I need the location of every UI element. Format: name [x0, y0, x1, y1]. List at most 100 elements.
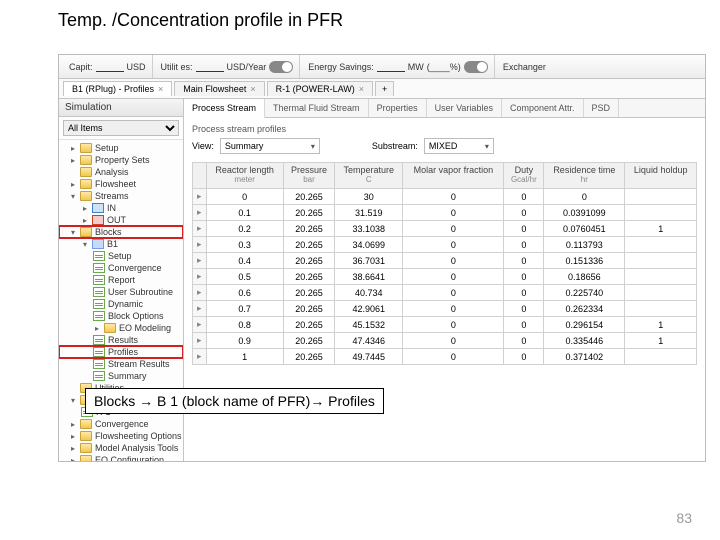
tree-summary[interactable]: Summary	[59, 370, 183, 382]
exchangers-label: Exchanger	[503, 62, 546, 72]
table-cell: 0.4	[206, 253, 283, 269]
tree-streamres[interactable]: Stream Results	[59, 358, 183, 370]
table-cell: 1	[625, 221, 697, 237]
table-cell: 0	[403, 317, 504, 333]
tree-b1-setup[interactable]: Setup	[59, 250, 183, 262]
row-handle[interactable]: ▸	[193, 317, 207, 333]
table-cell: 0.335446	[544, 333, 625, 349]
table-cell: 34.0699	[335, 237, 403, 253]
tree-propsets[interactable]: ▸Property Sets	[59, 154, 183, 166]
table-row: ▸0.820.26545.1532000.2961541	[193, 317, 697, 333]
table-cell: 0	[403, 237, 504, 253]
tab-r1-label: R-1 (POWER-LAW)	[276, 84, 355, 94]
subtab-process-stream[interactable]: Process Stream	[184, 99, 265, 118]
tree-usersub[interactable]: User Subroutine	[59, 286, 183, 298]
close-icon[interactable]: ×	[158, 84, 163, 94]
col-header: TemperatureC	[335, 163, 403, 189]
tree-out[interactable]: ▸OUT	[59, 214, 183, 226]
row-handle[interactable]: ▸	[193, 285, 207, 301]
table-cell: 0	[403, 189, 504, 205]
tree-setup[interactable]: ▸Setup	[59, 142, 183, 154]
table-cell: 33.1038	[335, 221, 403, 237]
table-cell	[625, 253, 697, 269]
table-cell	[625, 237, 697, 253]
table-cell: 40.734	[335, 285, 403, 301]
util-value	[196, 62, 224, 72]
view-dropdown[interactable]: Summary ▾	[220, 138, 320, 154]
row-handle[interactable]: ▸	[193, 189, 207, 205]
row-handle[interactable]: ▸	[193, 205, 207, 221]
tree-conv2[interactable]: ▸Convergence	[59, 418, 183, 430]
tree-b1[interactable]: ▾B1	[59, 238, 183, 250]
table-row: ▸0.220.26533.1038000.07604511	[193, 221, 697, 237]
table-cell: 1	[625, 333, 697, 349]
tab-profiles[interactable]: B1 (RPlug) - Profiles ×	[63, 81, 172, 96]
col-header: Pressurebar	[283, 163, 334, 189]
table-cell: 0	[403, 253, 504, 269]
table-cell: 0.0391099	[544, 205, 625, 221]
col-header: Liquid holdup	[625, 163, 697, 189]
table-cell: 38.6641	[335, 269, 403, 285]
tab-add[interactable]: +	[375, 81, 394, 96]
table-cell: 0	[504, 253, 544, 269]
table-cell: 0	[504, 189, 544, 205]
tree-results[interactable]: Results	[59, 334, 183, 346]
tree-analysis[interactable]: Analysis	[59, 166, 183, 178]
table-cell: 45.1532	[335, 317, 403, 333]
subtab-properties[interactable]: Properties	[369, 99, 427, 117]
table-cell: 0	[544, 189, 625, 205]
row-handle[interactable]: ▸	[193, 333, 207, 349]
tree-flowsheet[interactable]: ▸Flowsheet	[59, 178, 183, 190]
tree-dynamic[interactable]: Dynamic	[59, 298, 183, 310]
substream-dropdown[interactable]: MIXED ▾	[424, 138, 494, 154]
subtab-uservars[interactable]: User Variables	[427, 99, 502, 117]
table-row: ▸0.420.26536.7031000.151336	[193, 253, 697, 269]
row-handle[interactable]: ▸	[193, 253, 207, 269]
table-cell: 0	[403, 301, 504, 317]
tree-profiles[interactable]: Profiles	[59, 346, 183, 358]
table-cell: 20.265	[283, 253, 334, 269]
table-row: ▸0.120.26531.519000.0391099	[193, 205, 697, 221]
tree-report[interactable]: Report	[59, 274, 183, 286]
tree-in[interactable]: ▸IN	[59, 202, 183, 214]
close-icon[interactable]: ×	[359, 84, 364, 94]
subtab-thermal[interactable]: Thermal Fluid Stream	[265, 99, 369, 117]
util-toggle[interactable]	[269, 61, 293, 73]
tree-fso[interactable]: ▸Flowsheeting Options	[59, 430, 183, 442]
page-number: 83	[676, 510, 692, 526]
row-handle[interactable]: ▸	[193, 237, 207, 253]
table-cell: 49.7445	[335, 349, 403, 365]
tree-convergence[interactable]: Convergence	[59, 262, 183, 274]
tree-blockopt[interactable]: Block Options	[59, 310, 183, 322]
table-cell: 20.265	[283, 333, 334, 349]
row-handle[interactable]: ▸	[193, 349, 207, 365]
subtabs: Process Stream Thermal Fluid Stream Prop…	[184, 99, 705, 118]
slide-title: Temp. /Concentration profile in PFR	[58, 10, 343, 31]
table-cell: 0	[504, 285, 544, 301]
row-handle[interactable]: ▸	[193, 221, 207, 237]
table-row: ▸0.720.26542.9061000.262334	[193, 301, 697, 317]
table-row: ▸0.920.26547.4346000.3354461	[193, 333, 697, 349]
tab-r1[interactable]: R-1 (POWER-LAW) ×	[267, 81, 373, 96]
table-cell: 0	[504, 301, 544, 317]
tree-blocks[interactable]: ▾Blocks	[59, 226, 183, 238]
tree-streams[interactable]: ▾Streams	[59, 190, 183, 202]
table-cell: 0	[504, 205, 544, 221]
tree-eomodel[interactable]: ▸EO Modeling	[59, 322, 183, 334]
row-handle[interactable]: ▸	[193, 269, 207, 285]
table-cell	[625, 349, 697, 365]
row-handle[interactable]: ▸	[193, 301, 207, 317]
subtab-compattr[interactable]: Component Attr.	[502, 99, 584, 117]
subtab-psd[interactable]: PSD	[584, 99, 620, 117]
sidebar-filter[interactable]: All Items	[63, 120, 179, 136]
table-cell: 20.265	[283, 317, 334, 333]
table-cell: 20.265	[283, 237, 334, 253]
close-icon[interactable]: ×	[250, 84, 255, 94]
table-cell: 0	[504, 349, 544, 365]
energy-toggle[interactable]	[464, 61, 488, 73]
col-header: Reactor lengthmeter	[206, 163, 283, 189]
table-cell: 0.225740	[544, 285, 625, 301]
tree-eoconf[interactable]: ▸EO Configuration	[59, 454, 183, 461]
tab-main-flowsheet[interactable]: Main Flowsheet ×	[174, 81, 264, 96]
tree-modelan[interactable]: ▸Model Analysis Tools	[59, 442, 183, 454]
